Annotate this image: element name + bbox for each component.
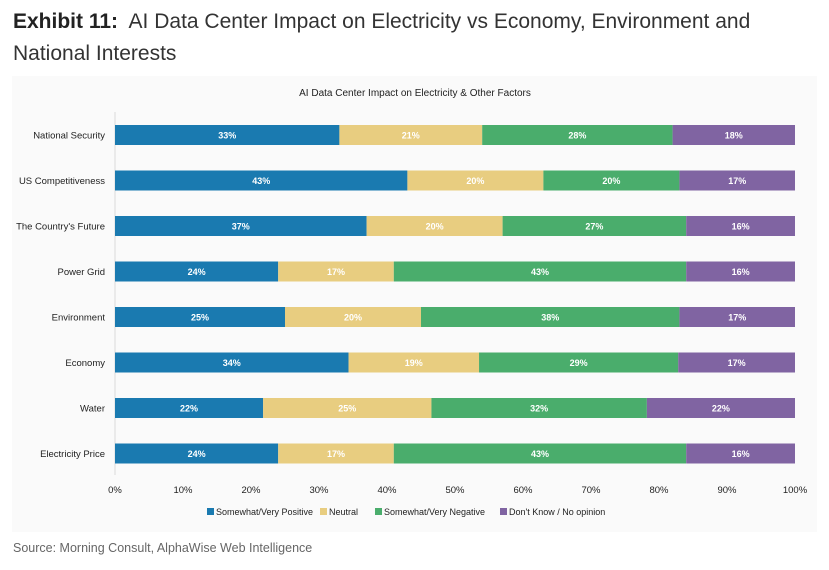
bar-segment — [393, 443, 687, 464]
data-label: 20% — [426, 222, 444, 232]
bar-segment — [115, 307, 285, 327]
x-tick-label: 90% — [717, 485, 737, 496]
bar-segment — [543, 170, 680, 191]
bar-segment — [339, 125, 483, 145]
category-label: Electricity Price — [40, 449, 105, 460]
bar-segment — [348, 352, 480, 373]
data-label: 43% — [252, 176, 270, 186]
data-label: 19% — [405, 358, 423, 368]
bar-segment — [672, 125, 795, 145]
legend-label: Somewhat/Very Positive — [216, 507, 313, 517]
x-tick-label: 0% — [108, 485, 122, 496]
x-tick-label: 40% — [377, 485, 397, 496]
legend-swatch — [375, 508, 382, 515]
bar-segment — [115, 398, 264, 418]
bar-segment — [278, 443, 394, 464]
x-tick-label: 100% — [783, 485, 808, 496]
bar-segment — [686, 216, 795, 236]
category-label: Economy — [65, 358, 105, 369]
bar-segment — [115, 216, 367, 236]
data-label: 17% — [728, 176, 746, 186]
data-label: 20% — [466, 176, 484, 186]
bar-segment — [679, 170, 795, 191]
data-label: 16% — [732, 222, 750, 232]
bar-segment — [686, 261, 795, 282]
x-tick-label: 60% — [513, 485, 533, 496]
bar-segment — [393, 261, 687, 282]
data-label: 25% — [191, 313, 209, 323]
data-label: 25% — [338, 404, 356, 414]
legend-label: Somewhat/Very Negative — [384, 507, 485, 517]
data-label: 24% — [188, 267, 206, 277]
exhibit-title-text: AI Data Center Impact on Electricity vs … — [13, 10, 751, 65]
data-label: 17% — [327, 267, 345, 277]
legend-label: Don't Know / No opinion — [509, 507, 605, 517]
category-label: Power Grid — [57, 267, 105, 278]
data-label: 16% — [732, 449, 750, 459]
bar-segment — [285, 307, 421, 327]
bar-segment — [678, 352, 795, 373]
data-label: 16% — [732, 267, 750, 277]
bar-segment — [646, 398, 795, 418]
exhibit-title: Exhibit 11: AI Data Center Impact on Ele… — [13, 6, 823, 70]
bar-segment — [431, 398, 647, 418]
data-label: 17% — [327, 449, 345, 459]
data-label: 27% — [585, 222, 603, 232]
data-label: 18% — [725, 131, 743, 141]
bar-segment — [115, 443, 279, 464]
x-tick-label: 70% — [581, 485, 601, 496]
data-label: 29% — [570, 358, 588, 368]
data-label: 17% — [728, 313, 746, 323]
data-label: 20% — [344, 313, 362, 323]
x-tick-label: 50% — [445, 485, 465, 496]
x-tick-label: 80% — [649, 485, 669, 496]
category-label: The Country's Future — [16, 222, 105, 233]
bar-segment — [115, 125, 340, 145]
bar-segment — [115, 170, 408, 191]
bar-segment — [482, 125, 673, 145]
data-label: 17% — [728, 358, 746, 368]
data-label: 43% — [531, 449, 549, 459]
chart-title: AI Data Center Impact on Electricity & O… — [299, 88, 531, 99]
bar-segment — [115, 352, 349, 373]
data-label: 37% — [232, 222, 250, 232]
data-label: 43% — [531, 267, 549, 277]
category-label: Water — [80, 404, 105, 415]
data-label: 28% — [568, 131, 586, 141]
category-label: Environment — [52, 313, 106, 324]
exhibit-number: Exhibit 11: — [13, 10, 119, 33]
data-label: 21% — [402, 131, 420, 141]
bar-segment — [502, 216, 687, 236]
bar-segment — [115, 261, 279, 282]
bar-segment — [686, 443, 795, 464]
source-note: Source: Morning Consult, AlphaWise Web I… — [13, 541, 313, 555]
data-label: 33% — [218, 131, 236, 141]
data-label: 22% — [180, 404, 198, 414]
category-label: US Competitiveness — [19, 176, 105, 187]
bar-segment — [479, 352, 679, 373]
bar-segment — [366, 216, 503, 236]
data-label: 34% — [223, 358, 241, 368]
data-label: 38% — [541, 313, 559, 323]
x-tick-label: 30% — [309, 485, 329, 496]
legend-swatch — [320, 508, 327, 515]
data-label: 24% — [188, 449, 206, 459]
data-label: 32% — [530, 404, 548, 414]
legend-swatch — [207, 508, 214, 515]
legend-swatch — [500, 508, 507, 515]
bar-segment — [263, 398, 432, 418]
data-label: 20% — [602, 176, 620, 186]
x-tick-label: 20% — [241, 485, 261, 496]
bar-segment — [407, 170, 544, 191]
bar-segment — [679, 307, 795, 327]
legend-label: Neutral — [329, 507, 358, 517]
bar-segment — [421, 307, 680, 327]
x-tick-label: 10% — [173, 485, 193, 496]
category-label: National Security — [33, 131, 105, 142]
bar-segment — [278, 261, 394, 282]
data-label: 22% — [712, 404, 730, 414]
